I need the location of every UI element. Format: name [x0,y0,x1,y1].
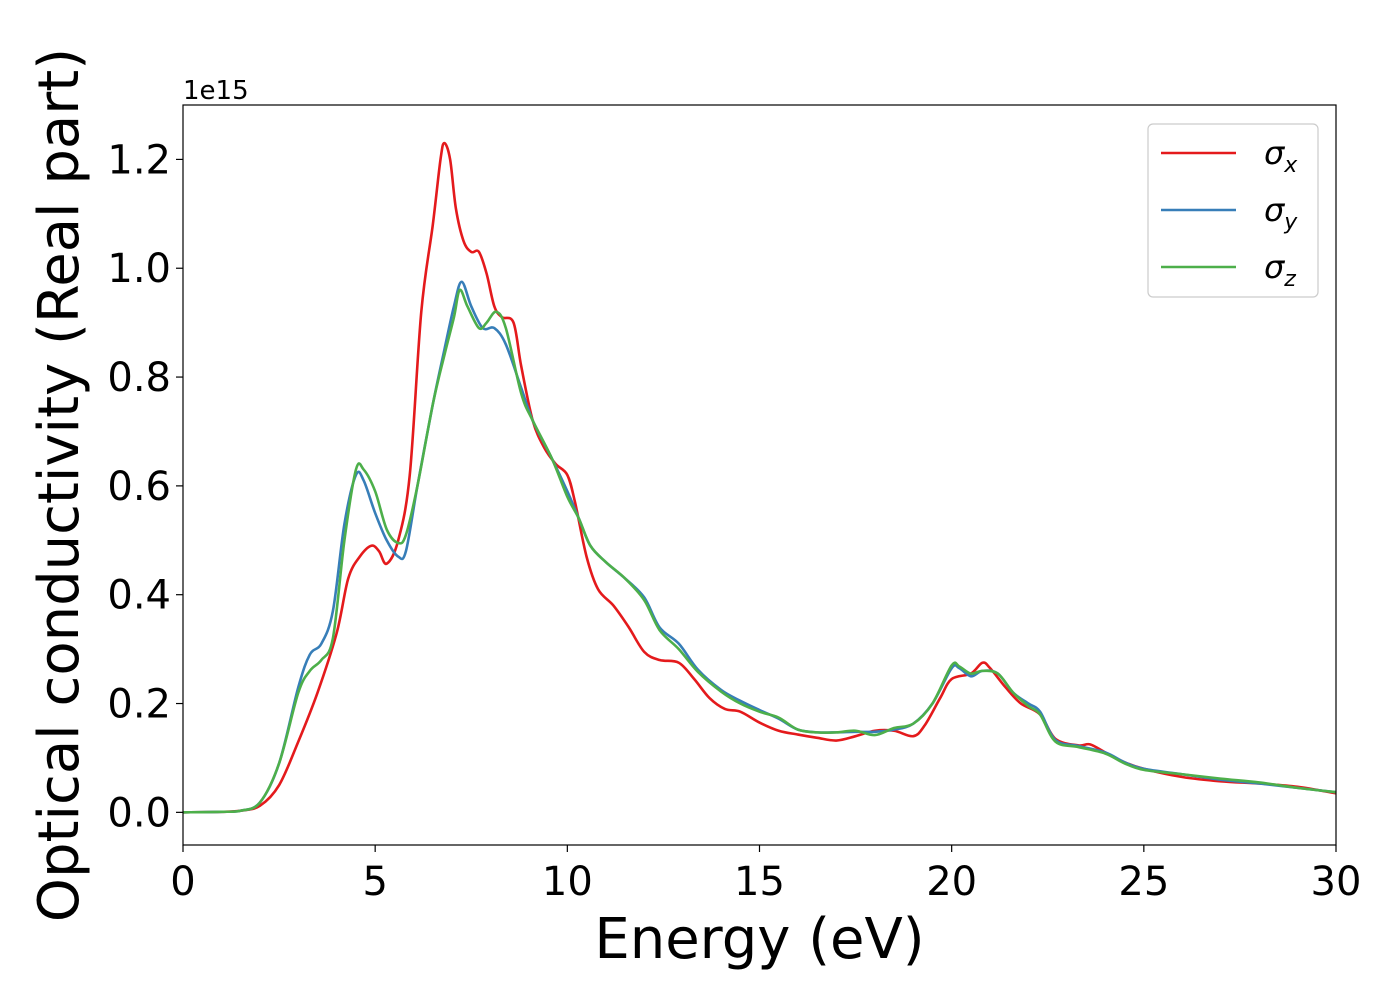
x-tick-label: 30 [1311,859,1362,905]
y-tick-label: 0.2 [107,682,171,728]
x-tick-label: 25 [1118,859,1169,905]
series-layer [182,141,1337,814]
y-tick-label: 0.0 [107,790,171,836]
x-tick-label: 20 [926,859,977,905]
legend: σx σy σz [1147,123,1319,298]
x-axis-title: Energy (eV) [594,907,924,972]
legend-label-y: σy [1264,191,1298,235]
legend-label-x: σx [1264,134,1298,178]
series-line-z [182,288,1337,814]
y-tick-label: 0.6 [107,464,171,510]
y-tick-label: 1.0 [107,246,171,292]
x-tick-label: 10 [542,859,593,905]
y-tick-label: 0.4 [107,573,171,619]
x-tick-label: 15 [734,859,785,905]
y-offset-label: 1e15 [183,76,249,106]
x-tick-label: 5 [362,859,387,905]
y-tick-label: 1.2 [107,137,171,183]
series-line-x [182,141,1337,814]
series-line-y [182,280,1337,814]
x-axis: 0 5 10 15 20 25 30 [170,845,1361,905]
y-axis-title: Optical conductivity (Real part) [27,48,92,922]
y-axis: 0.0 0.2 0.4 0.6 0.8 1.0 1.2 [107,137,183,836]
x-tick-label: 0 [170,859,195,905]
y-tick-label: 0.8 [107,355,171,401]
legend-label-z: σz [1264,248,1296,292]
